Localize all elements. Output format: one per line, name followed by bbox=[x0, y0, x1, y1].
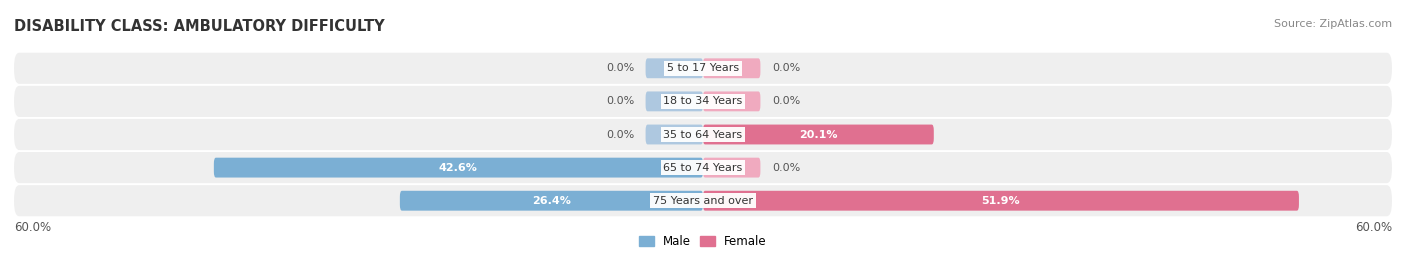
FancyBboxPatch shape bbox=[14, 86, 1392, 117]
Text: 0.0%: 0.0% bbox=[606, 129, 634, 140]
Text: 60.0%: 60.0% bbox=[1355, 221, 1392, 234]
Legend: Male, Female: Male, Female bbox=[634, 230, 772, 253]
FancyBboxPatch shape bbox=[14, 152, 1392, 183]
FancyBboxPatch shape bbox=[703, 58, 761, 78]
FancyBboxPatch shape bbox=[703, 158, 761, 178]
Text: 0.0%: 0.0% bbox=[772, 96, 800, 107]
FancyBboxPatch shape bbox=[703, 191, 1299, 211]
Text: 60.0%: 60.0% bbox=[14, 221, 51, 234]
Text: DISABILITY CLASS: AMBULATORY DIFFICULTY: DISABILITY CLASS: AMBULATORY DIFFICULTY bbox=[14, 19, 385, 34]
Text: 35 to 64 Years: 35 to 64 Years bbox=[664, 129, 742, 140]
Text: 0.0%: 0.0% bbox=[606, 96, 634, 107]
Text: 75 Years and over: 75 Years and over bbox=[652, 196, 754, 206]
Text: Source: ZipAtlas.com: Source: ZipAtlas.com bbox=[1274, 19, 1392, 29]
Text: 65 to 74 Years: 65 to 74 Years bbox=[664, 162, 742, 173]
Text: 42.6%: 42.6% bbox=[439, 162, 478, 173]
FancyBboxPatch shape bbox=[399, 191, 703, 211]
FancyBboxPatch shape bbox=[645, 125, 703, 144]
FancyBboxPatch shape bbox=[645, 58, 703, 78]
FancyBboxPatch shape bbox=[645, 91, 703, 111]
FancyBboxPatch shape bbox=[703, 125, 934, 144]
Text: 51.9%: 51.9% bbox=[981, 196, 1021, 206]
FancyBboxPatch shape bbox=[14, 185, 1392, 216]
FancyBboxPatch shape bbox=[14, 119, 1392, 150]
Text: 5 to 17 Years: 5 to 17 Years bbox=[666, 63, 740, 73]
Text: 20.1%: 20.1% bbox=[799, 129, 838, 140]
Text: 0.0%: 0.0% bbox=[772, 63, 800, 73]
Text: 26.4%: 26.4% bbox=[531, 196, 571, 206]
FancyBboxPatch shape bbox=[703, 91, 761, 111]
Text: 0.0%: 0.0% bbox=[772, 162, 800, 173]
Text: 18 to 34 Years: 18 to 34 Years bbox=[664, 96, 742, 107]
Text: 0.0%: 0.0% bbox=[606, 63, 634, 73]
FancyBboxPatch shape bbox=[214, 158, 703, 178]
FancyBboxPatch shape bbox=[14, 53, 1392, 84]
